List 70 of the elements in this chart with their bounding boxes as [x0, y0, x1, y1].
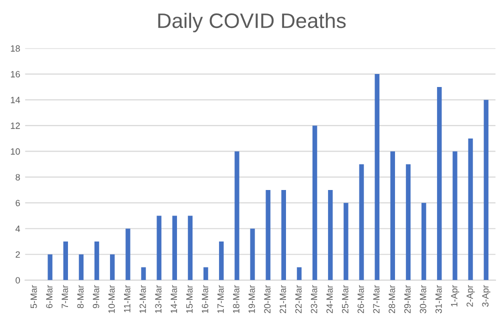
bar — [219, 242, 224, 280]
x-tick-label: 22-Mar — [295, 285, 302, 314]
y-tick-label: 18 — [10, 45, 20, 52]
bar — [94, 242, 100, 280]
x-tick-label: 28-Mar — [388, 285, 396, 314]
x-tick-label: 12-Mar — [140, 285, 146, 313]
bar — [188, 216, 193, 280]
x-tick-label: 19-Mar — [248, 285, 255, 313]
bar — [421, 202, 426, 280]
bar — [250, 228, 255, 280]
y-tick-label: 2 — [16, 251, 20, 258]
y-tick-label: 14 — [10, 96, 20, 104]
x-tick-label: 31-Mar — [435, 285, 442, 314]
bar — [344, 202, 348, 280]
x-tick-label: 26-Mar — [358, 285, 364, 314]
x-tick-label: 30-Mar — [420, 285, 426, 314]
bar — [437, 86, 442, 280]
bar — [266, 190, 270, 280]
bar — [374, 74, 380, 280]
x-tick-label: 27-Mar — [373, 285, 380, 314]
x-tick-label: 14-Mar — [170, 285, 178, 313]
x-tick-label: 10-Mar — [108, 285, 115, 313]
x-tick-label: 9-Mar — [92, 285, 100, 308]
bar — [484, 100, 488, 280]
bar — [48, 254, 52, 280]
x-tick-label: 1-Apr — [451, 285, 460, 306]
y-tick-label: 0 — [16, 277, 20, 284]
bar — [172, 216, 177, 280]
bar — [468, 138, 473, 280]
x-tick-label: 13-Mar — [155, 285, 162, 313]
x-tick-label: 29-Mar — [404, 285, 411, 314]
x-tick-label: 6-Mar — [46, 285, 52, 308]
y-tick-label: 12 — [10, 122, 20, 129]
y-tick-label: 4 — [15, 226, 20, 232]
bar — [296, 267, 302, 280]
bar — [312, 126, 318, 280]
x-tick-label: 24-Mar — [326, 285, 333, 314]
bar — [203, 267, 208, 280]
bar — [390, 151, 396, 280]
x-tick-label: 3-Apr — [482, 285, 490, 307]
x-tick-label: 8-Mar — [77, 285, 84, 308]
y-tick-label: 16 — [10, 71, 20, 78]
bar — [452, 151, 458, 280]
x-tick-label: 7-Mar — [62, 285, 68, 308]
bar — [141, 267, 146, 280]
x-tick-label: 16-Mar — [202, 285, 208, 313]
y-tick-label: 8 — [16, 174, 20, 180]
y-tick-label: 6 — [16, 200, 20, 206]
bar — [126, 228, 130, 280]
chart-title: Daily COVID Deaths — [158, 12, 346, 32]
bar — [63, 242, 68, 280]
x-tick-label: 5-Mar — [30, 285, 37, 308]
x-tick-label: 2-Apr — [466, 285, 475, 307]
x-tick-label: 18-Mar — [232, 285, 240, 313]
bar — [78, 254, 84, 280]
bar — [406, 164, 411, 280]
bar — [359, 164, 364, 280]
x-tick-label: 25-Mar — [342, 285, 348, 314]
bar — [156, 216, 162, 280]
y-tick-label: 10 — [10, 148, 20, 155]
x-tick-label: 15-Mar — [186, 285, 193, 313]
bar — [110, 254, 115, 280]
bar — [281, 190, 286, 280]
x-tick-label: 17-Mar — [217, 285, 224, 313]
x-tick-label: 23-Mar — [310, 285, 318, 314]
x-tick-label: 20-Mar — [264, 285, 271, 314]
x-tick-label: 11-Mar — [124, 285, 130, 312]
bar — [234, 151, 240, 280]
bar — [328, 190, 333, 280]
x-tick-label: 21-Mar — [280, 285, 286, 314]
